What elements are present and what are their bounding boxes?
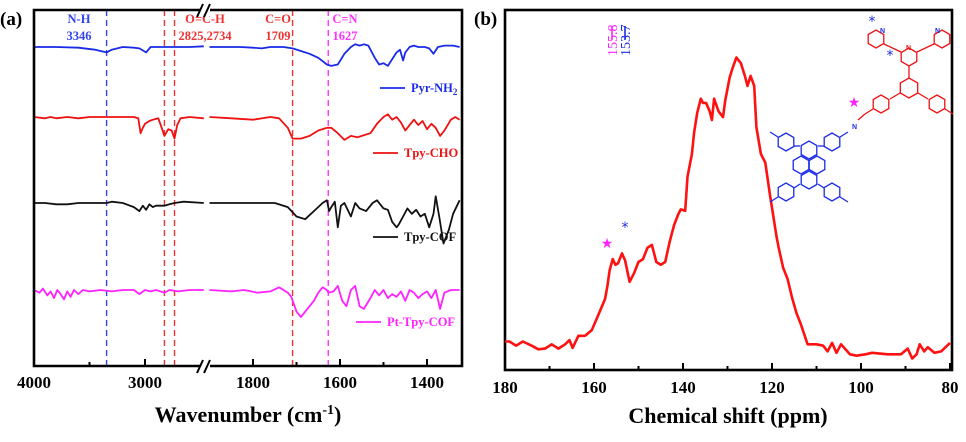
x-tick-label: 4000 xyxy=(17,373,51,392)
reference-label-bottom: 1627 xyxy=(333,29,358,43)
tpy-cof-structure-inset: N N N N * * ★ xyxy=(769,14,954,203)
phenyl-ring-upper-right xyxy=(823,132,841,152)
atom-label: N xyxy=(935,28,940,35)
x-tick-label: 180 xyxy=(492,378,518,397)
phenyl-ring-upper-left xyxy=(777,132,795,152)
legend-item-tpy-cho: Tpy-CHO xyxy=(373,146,458,160)
bond xyxy=(916,43,935,53)
phenyl-ring-right xyxy=(928,94,946,114)
axis-break-top xyxy=(196,3,211,18)
reference-line-labels: N-H 3346 O=C-H 2825,2734 C=O 1709 C=N 1627 xyxy=(67,12,358,43)
panel-b-nmr-spectrum: (b) 180 160 140 120 100 80 Chemical shift (pp… xyxy=(474,8,959,428)
x-axis-title-a: Wavenumber (cm-1) xyxy=(155,402,342,427)
phenyl-ring-left xyxy=(872,94,890,114)
legend-label: Pyr-NH2 xyxy=(411,81,458,97)
shift-label-153-7: 153.7 xyxy=(619,25,634,57)
terpyridine-asterisk-marker: * xyxy=(622,220,629,236)
benzene-ring-core xyxy=(899,77,919,99)
bond xyxy=(889,92,901,100)
x-tick-label: 120 xyxy=(759,378,785,397)
reference-label-bottom: 1709 xyxy=(266,29,291,43)
shift-label-155-8: 155.8 xyxy=(606,25,621,57)
x-axis-title-b: Chemical shift (ppm) xyxy=(628,403,827,428)
legend-item-tpy-cof: Tpy-COF xyxy=(373,230,456,244)
ir-curves xyxy=(33,43,461,318)
legend-label: Pt-Tpy-COF xyxy=(387,315,455,329)
bond xyxy=(883,43,902,53)
ir-curve-tpy-cho-left xyxy=(33,116,204,140)
pyridine-ring-left xyxy=(867,29,885,49)
bond xyxy=(917,92,929,100)
atom-label: N xyxy=(906,45,911,52)
bond xyxy=(944,108,954,115)
reference-label-top: C=N xyxy=(332,12,357,26)
imine-star-marker: ★ xyxy=(601,236,614,252)
reference-label-top: O=C-H xyxy=(185,12,225,26)
x-tick-label: 80 xyxy=(942,378,959,397)
bond xyxy=(839,131,849,138)
x-tick-label: 1400 xyxy=(410,373,444,392)
x-tick-label: 1800 xyxy=(236,373,270,392)
shift-annotation-153-7: 153.7 xyxy=(619,25,634,57)
panel-a-ir-spectra: (a) N-H3346O=C-H2825,2734C=O1709C=N1627 … xyxy=(0,3,464,427)
ir-curve-pyr-nh2-right xyxy=(209,43,460,67)
atom-label: N xyxy=(852,124,857,131)
ir-legend: Pyr-NH2 Tpy-CHO Tpy-COF Pt-Tpy-COF xyxy=(356,81,458,329)
panel-a-label: (a) xyxy=(0,9,22,30)
legend-item-pt-tpy-cof: Pt-Tpy-COF xyxy=(356,315,455,329)
plot-frame-b xyxy=(503,8,954,372)
bond xyxy=(839,196,849,203)
phenyl-ring-lower-left xyxy=(777,182,795,202)
x-tick-label: 160 xyxy=(581,378,607,397)
pyrene-ring-top xyxy=(800,140,818,160)
legend-label: Tpy-COF xyxy=(404,230,456,244)
x-tick-label: 100 xyxy=(848,378,874,397)
pyrene-ring-right xyxy=(808,155,826,175)
panel-b-label: (b) xyxy=(474,9,497,30)
nmr-spectrum-line xyxy=(505,56,951,360)
bond xyxy=(769,131,779,138)
ir-curve-pt-tpy-cof-right xyxy=(209,284,460,318)
pyrene-ring-left xyxy=(792,155,810,175)
pyridine-ring-right xyxy=(933,29,951,49)
pyrene-ring-bottom xyxy=(800,170,818,190)
legend-label: Tpy-CHO xyxy=(404,146,458,160)
x-tick-label: 3000 xyxy=(128,373,162,392)
ir-curve-pt-tpy-cof-left xyxy=(33,287,204,301)
nmr-curve xyxy=(505,56,951,360)
legend-item-pyr-nh2: Pyr-NH2 xyxy=(380,81,458,97)
atom-label: * xyxy=(869,14,876,30)
bond xyxy=(857,113,866,121)
x-tick-label: 140 xyxy=(670,378,696,397)
reference-lines xyxy=(105,10,329,366)
shift-annotation-155-8: 155.8 xyxy=(606,25,621,57)
atom-label: * xyxy=(887,48,894,64)
atom-label: ★ xyxy=(848,95,861,111)
ir-curve-tpy-cho-right xyxy=(209,113,461,141)
atom-label: N xyxy=(880,28,885,35)
reference-label-bottom: 3346 xyxy=(67,29,92,43)
x-axis-ticks-b: 180 160 140 120 100 80 xyxy=(492,363,959,397)
ir-curve-tpy-cof-right xyxy=(209,195,461,245)
bond xyxy=(817,183,825,189)
x-axis-ticks-a: 4000 3000 1800 1600 1400 xyxy=(17,359,444,392)
phenyl-ring-lower-right xyxy=(823,182,841,202)
bond xyxy=(793,183,801,189)
ir-curve-pyr-nh2-left xyxy=(34,45,204,54)
bond xyxy=(769,196,779,203)
bond xyxy=(864,108,874,115)
x-tick-label: 1600 xyxy=(323,373,357,392)
reference-label-bottom: 2825,2734 xyxy=(178,29,232,43)
plot-frame-a xyxy=(32,3,464,374)
reference-label-top: N-H xyxy=(68,12,91,26)
ir-curve-tpy-cof-left xyxy=(34,200,204,213)
axis-break-bottom xyxy=(196,359,211,374)
reference-label-top: C=O xyxy=(265,12,291,26)
